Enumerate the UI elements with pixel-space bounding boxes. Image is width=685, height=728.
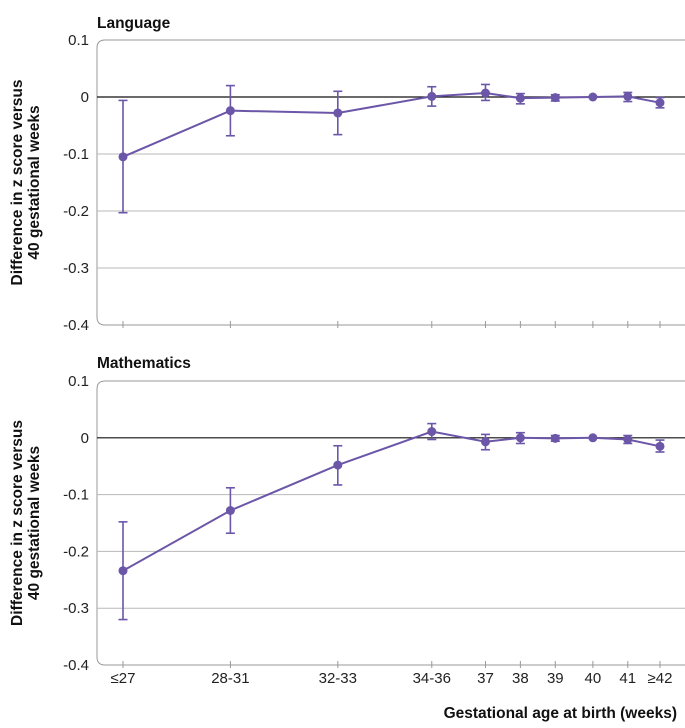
y-tick-label: -0.2: [63, 203, 89, 220]
y-tick-label: 0.1: [68, 32, 89, 49]
data-point: [118, 566, 128, 576]
data-point: [515, 93, 525, 103]
y-axis-label-line: Difference in z score versus: [9, 420, 26, 626]
data-point: [427, 91, 437, 101]
plot-frame: [96, 39, 685, 326]
x-tick-label: 41: [619, 670, 636, 687]
y-axis-label-line: 40 gestational weeks: [26, 446, 43, 600]
y-tick-label: -0.3: [63, 260, 89, 277]
x-tick-label: 34-36: [413, 670, 451, 687]
series-line: [122, 430, 661, 572]
series-line: [122, 92, 661, 158]
data-point: [480, 88, 490, 98]
data-point: [225, 506, 235, 516]
x-tick-label: 38: [512, 670, 529, 687]
x-tick-label: 37: [477, 670, 494, 687]
y-tick-label: 0: [81, 89, 89, 106]
data-point: [550, 93, 560, 103]
panel-title: Mathematics: [97, 355, 191, 372]
data-point: [118, 152, 128, 162]
panel-title: Language: [97, 15, 171, 32]
x-tick-label: 40: [585, 670, 602, 687]
y-tick-label: -0.3: [63, 600, 89, 617]
data-point: [333, 460, 343, 470]
x-tick-label: ≤27: [111, 670, 136, 687]
y-tick-label: -0.4: [63, 317, 89, 334]
x-tick-label: 28-31: [211, 670, 249, 687]
data-point: [515, 433, 525, 443]
data-point: [427, 427, 437, 437]
data-point: [480, 437, 490, 447]
x-tick-label: 32-33: [319, 670, 357, 687]
x-axis-label: Gestational age at birth (weeks): [444, 705, 677, 722]
data-point: [655, 441, 665, 451]
data-point: [550, 433, 560, 443]
data-point: [623, 435, 633, 445]
y-tick-label: -0.4: [63, 657, 89, 674]
y-axis-label-line: 40 gestational weeks: [26, 105, 43, 259]
y-tick-label: -0.2: [63, 543, 89, 560]
data-point: [588, 92, 598, 102]
data-point: [588, 433, 598, 443]
x-tick-label: ≥42: [648, 670, 673, 687]
plot-frame: [96, 380, 685, 666]
y-axis-label: Difference in z score versus40 gestation…: [9, 80, 43, 286]
y-tick-label: 0.1: [68, 373, 89, 390]
data-point: [655, 98, 665, 108]
data-point: [225, 106, 235, 116]
y-axis-label-line: Difference in z score versus: [9, 80, 26, 286]
mathematics-panel: Mathematics 0.1 0 -0.1 -0.2 -0.3 -0.4 ≤27 28-31 3…: [9, 355, 685, 722]
data-point: [623, 91, 633, 101]
y-tick-label: -0.1: [63, 487, 89, 504]
y-axis-label: Difference in z score versus40 gestation…: [9, 420, 43, 626]
y-tick-label: 0: [81, 430, 89, 447]
language-panel: Language 0.1 0 -0.1 -0.2 -0.3 -0.4 Difference i…: [9, 15, 685, 334]
y-tick-label: -0.1: [63, 146, 89, 163]
x-tick-label: 39: [547, 670, 564, 687]
data-point: [333, 108, 343, 118]
